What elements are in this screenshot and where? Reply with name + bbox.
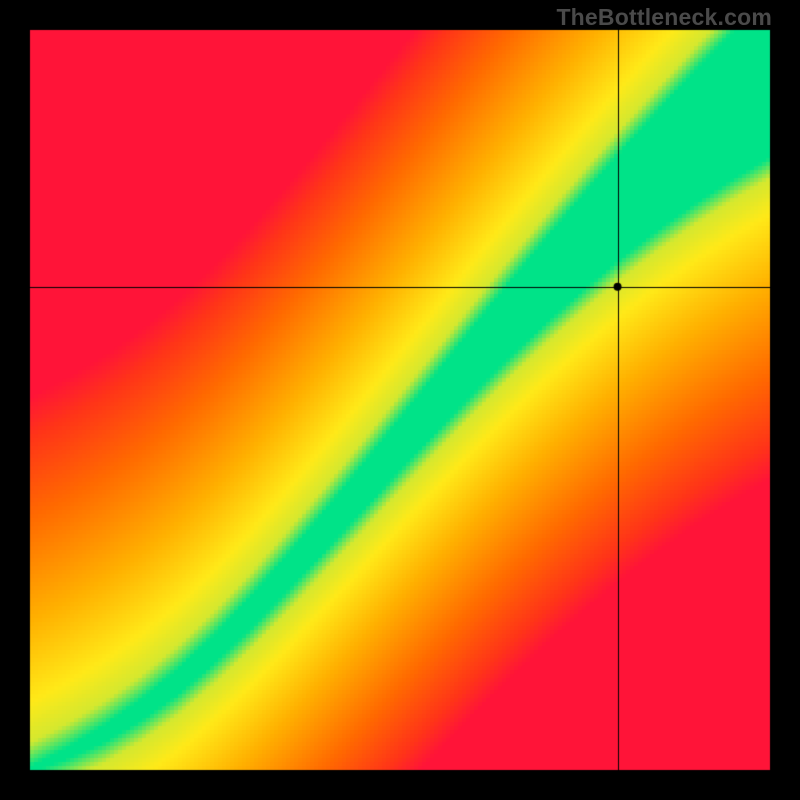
watermark-label: TheBottleneck.com	[556, 4, 772, 31]
chart-container: TheBottleneck.com	[0, 0, 800, 800]
heatmap-canvas	[0, 0, 800, 800]
